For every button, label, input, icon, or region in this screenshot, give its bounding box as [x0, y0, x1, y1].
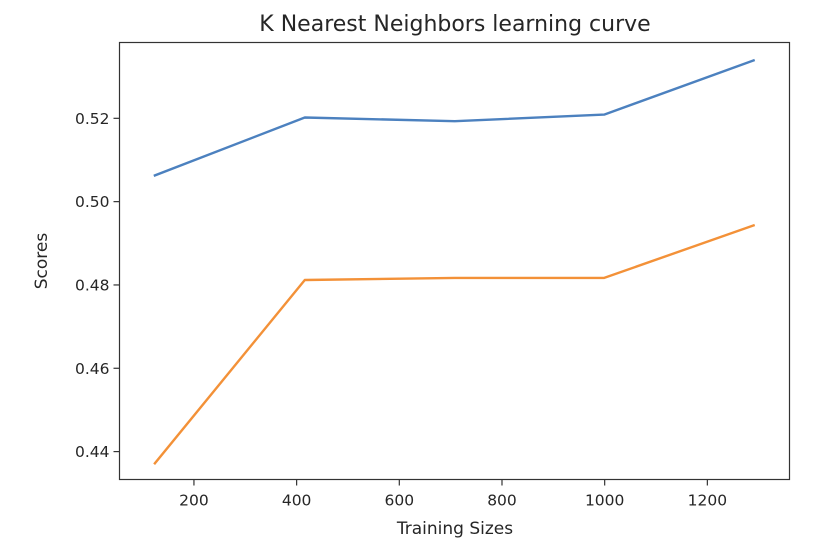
y-axis-label: Scores	[32, 233, 52, 290]
x-tick-label: 200	[179, 492, 209, 510]
x-axis: 200 400 600 800 1000 1200	[179, 479, 727, 510]
chart-title: K Nearest Neighbors learning curve	[259, 12, 650, 37]
x-tick-label: 600	[385, 492, 415, 510]
x-tick-label: 800	[487, 492, 517, 510]
y-tick-label: 0.44	[75, 443, 110, 461]
y-tick-label: 0.48	[75, 276, 110, 294]
y-axis: 0.44 0.46 0.48 0.50 0.52	[75, 110, 120, 461]
y-tick-label: 0.52	[75, 110, 110, 128]
series-line-2	[153, 223, 756, 465]
y-tick-label: 0.50	[75, 193, 110, 211]
y-tick-label: 0.46	[75, 360, 110, 378]
series-group	[153, 58, 756, 465]
plot-area	[118, 41, 791, 481]
x-axis-label: Training Sizes	[396, 519, 513, 539]
x-tick-label: 1200	[688, 492, 727, 510]
x-tick-label: 400	[282, 492, 312, 510]
series-line-1	[153, 58, 756, 177]
x-tick-label: 1000	[585, 492, 624, 510]
